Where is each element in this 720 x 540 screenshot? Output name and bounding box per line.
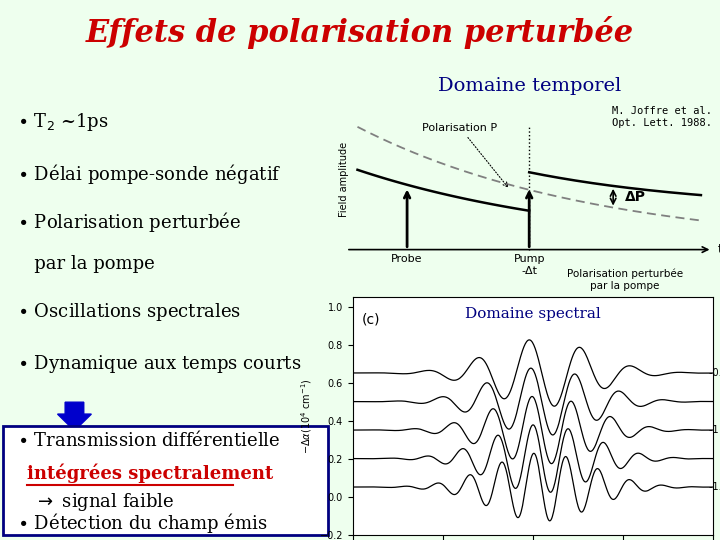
Text: Pump: Pump bbox=[513, 254, 545, 264]
FancyArrow shape bbox=[58, 402, 91, 431]
Text: Domaine temporel: Domaine temporel bbox=[438, 77, 621, 96]
Text: -Δt: -Δt bbox=[521, 266, 537, 276]
Text: $\bullet$ Transmission différentielle: $\bullet$ Transmission différentielle bbox=[17, 430, 280, 450]
Text: Domaine spectral: Domaine spectral bbox=[465, 307, 600, 321]
Text: (c): (c) bbox=[362, 312, 380, 326]
Text: $\bullet$ Oscillations spectrales: $\bullet$ Oscillations spectrales bbox=[17, 301, 241, 323]
Text: $\bullet$ Polarisation perturbée: $\bullet$ Polarisation perturbée bbox=[17, 210, 241, 234]
Text: -1 psec: -1 psec bbox=[709, 425, 720, 435]
Text: Field amplitude: Field amplitude bbox=[339, 142, 349, 217]
Text: -1.2 psec: -1.2 psec bbox=[709, 482, 720, 492]
Text: Polarisation perturbée
par la pompe: Polarisation perturbée par la pompe bbox=[567, 269, 683, 291]
Text: $\bullet$ Délai pompe-sonde négatif: $\bullet$ Délai pompe-sonde négatif bbox=[17, 162, 282, 186]
Text: $\bullet$ T$_2$ ~1ps: $\bullet$ T$_2$ ~1ps bbox=[17, 111, 109, 133]
Text: -0.8 psec: -0.8 psec bbox=[709, 368, 720, 378]
Text: t: t bbox=[718, 243, 720, 256]
Text: par la pompe: par la pompe bbox=[17, 255, 155, 273]
Text: $\bullet$ Dynamique aux temps courts: $\bullet$ Dynamique aux temps courts bbox=[17, 353, 302, 375]
Text: intégrées spectralement: intégrées spectralement bbox=[27, 464, 274, 483]
Text: Probe: Probe bbox=[392, 254, 423, 264]
Text: Polarisation P: Polarisation P bbox=[423, 123, 508, 187]
Text: $\rightarrow$ signal faible: $\rightarrow$ signal faible bbox=[34, 491, 174, 513]
FancyBboxPatch shape bbox=[4, 426, 328, 535]
Text: M. Joffre et al.
Opt. Lett. 1988.: M. Joffre et al. Opt. Lett. 1988. bbox=[613, 106, 712, 127]
Y-axis label: $-\Delta\alpha(10^4$ cm$^{-1})$: $-\Delta\alpha(10^4$ cm$^{-1})$ bbox=[300, 378, 314, 454]
Text: ΔP: ΔP bbox=[625, 190, 646, 204]
Text: Effets de polarisation perturbée: Effets de polarisation perturbée bbox=[86, 16, 634, 49]
Text: $\bullet$ Détection du champ émis: $\bullet$ Détection du champ émis bbox=[17, 511, 267, 535]
